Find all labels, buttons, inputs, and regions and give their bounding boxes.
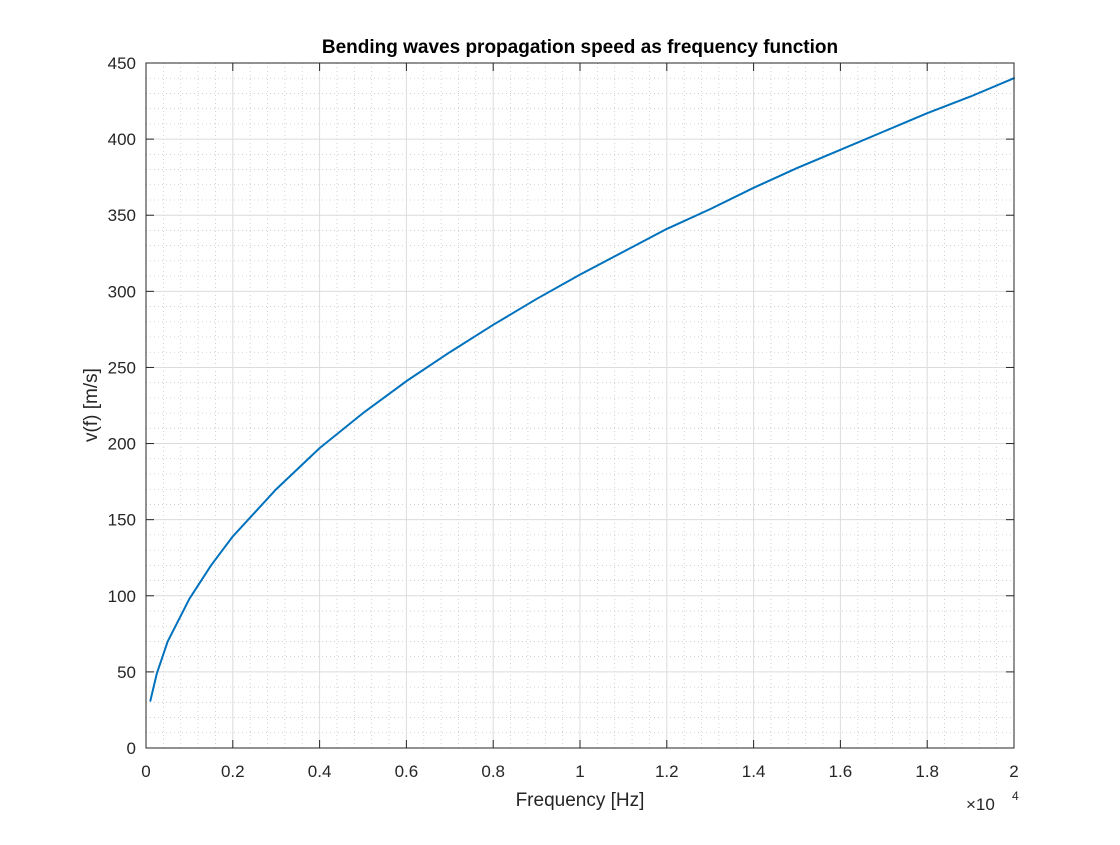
- chart-title: Bending waves propagation speed as frequ…: [322, 37, 838, 58]
- x-exponent-base: ×10: [966, 795, 995, 814]
- x-tick-label: 1.4: [742, 762, 766, 781]
- x-axis-exponent: ×10 4: [966, 789, 1019, 814]
- x-tick-label: 0: [141, 762, 150, 781]
- y-tick-label: 200: [108, 435, 136, 454]
- plot-area: 0 0.2 0.4 0.6 0.8 1 1.2 1.4 1.6 1.8 2 0 50 100 150 200…: [108, 54, 1019, 781]
- series-layer: [149, 77, 1015, 702]
- x-tick-label: 1.8: [915, 762, 939, 781]
- x-axis-ticks: 0 0.2 0.4 0.6 0.8 1 1.2 1.4 1.6 1.8 2: [141, 63, 1019, 781]
- x-tick-label: 1: [575, 762, 584, 781]
- x-tick-label: 0.2: [221, 762, 245, 781]
- y-tick-label: 50: [117, 663, 136, 682]
- x-tick-label: 0.8: [481, 762, 505, 781]
- x-exponent-power: 4: [1012, 789, 1019, 803]
- y-axis-ticks: 0 50 100 150 200 250 300 350 400 450: [108, 54, 1014, 758]
- minor-grid: [146, 63, 1014, 748]
- y-axis-label: v(f) [m/s]: [81, 368, 102, 442]
- y-tick-label: 100: [108, 587, 136, 606]
- x-tick-label: 1.6: [829, 762, 853, 781]
- y-tick-label: 0: [127, 739, 136, 758]
- y-tick-label: 250: [108, 358, 136, 377]
- series-line: [149, 77, 1015, 702]
- x-tick-label: 2: [1009, 762, 1018, 781]
- y-tick-label: 350: [108, 206, 136, 225]
- y-tick-label: 300: [108, 282, 136, 301]
- y-tick-label: 400: [108, 130, 136, 149]
- x-tick-label: 0.4: [308, 762, 332, 781]
- x-tick-label: 0.6: [395, 762, 419, 781]
- y-tick-label: 150: [108, 511, 136, 530]
- x-axis-label: Frequency [Hz]: [516, 790, 645, 811]
- y-tick-label: 450: [108, 54, 136, 73]
- x-tick-label: 1.2: [655, 762, 679, 781]
